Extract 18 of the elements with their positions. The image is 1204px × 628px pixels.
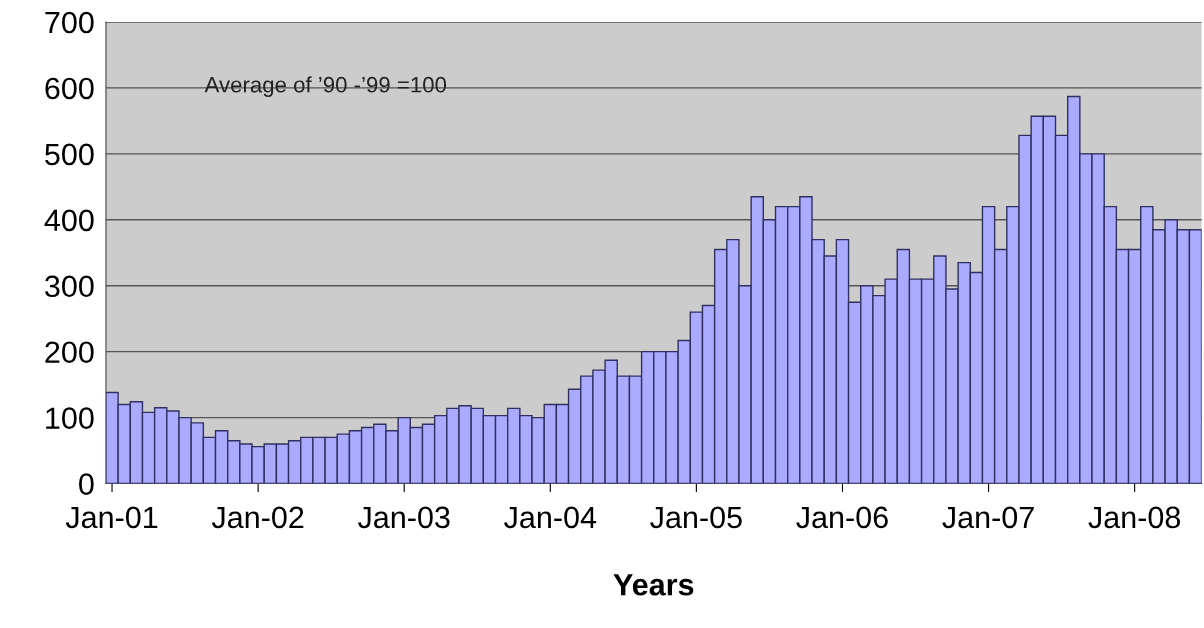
x-tick-label: Jan-06 <box>796 506 888 529</box>
x-axis-title: Years <box>613 574 694 596</box>
y-tick-label: 500 <box>45 143 94 166</box>
y-tick-label: 600 <box>45 77 94 100</box>
y-tick-label: 400 <box>44 209 94 232</box>
y-tick-label: 100 <box>46 407 94 429</box>
x-tick-label: Jan-04 <box>504 506 597 529</box>
x-tick-label: Jan-02 <box>211 506 304 529</box>
x-tick-label: Jan-03 <box>357 506 450 529</box>
x-tick-label: Jan-07 <box>942 506 1034 529</box>
x-tick-label: Jan-05 <box>650 506 742 529</box>
annotation: Average of ’90 -’99 =100 <box>204 76 447 97</box>
y-tick-label: 0 <box>79 473 94 495</box>
x-tick-label: Jan-08 <box>1088 506 1181 529</box>
y-tick-label: 200 <box>45 341 94 364</box>
x-tick-label: Jan-01 <box>65 506 158 529</box>
y-tick-label: 700 <box>45 11 94 34</box>
y-tick-label: 300 <box>45 275 94 298</box>
